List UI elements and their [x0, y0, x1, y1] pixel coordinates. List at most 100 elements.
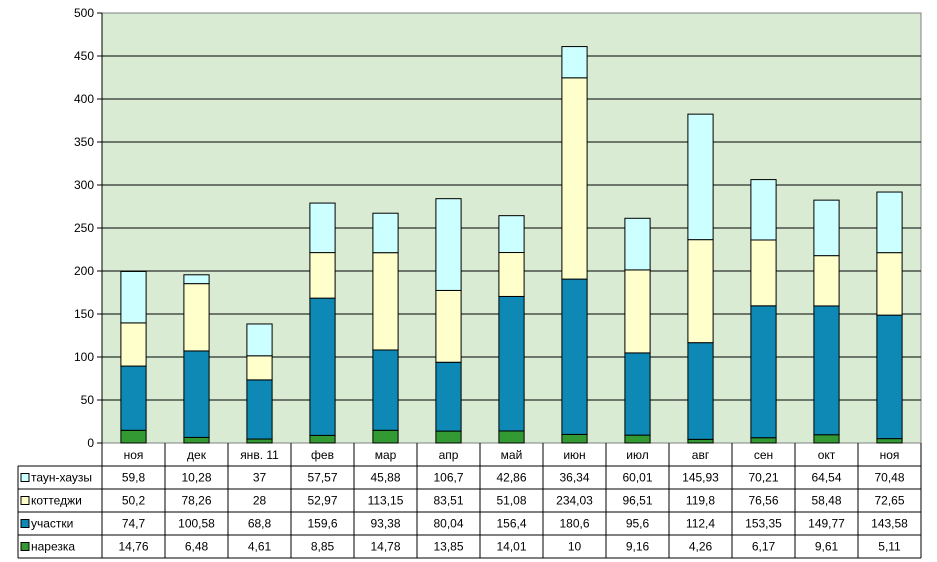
legend-label: нарезка: [31, 540, 75, 554]
legend-key: [20, 473, 30, 482]
x-tick-label: апр: [439, 448, 459, 462]
bar-segment: [750, 179, 777, 241]
bar-segment: [120, 365, 147, 431]
legend-label: таун-хаузы: [31, 471, 92, 485]
bar-segment: [246, 379, 273, 440]
x-tick-label: сен: [754, 448, 773, 462]
bar-segment: [624, 352, 651, 436]
bar-segment: [561, 433, 588, 444]
data-label: 5,11: [878, 540, 901, 554]
bar-segment: [813, 255, 840, 307]
data-label: 80,04: [433, 517, 463, 531]
legend-label: коттеджи: [31, 494, 82, 508]
bar-segment: [183, 283, 210, 352]
x-tick-label: окт: [818, 448, 836, 462]
data-label: 58,48: [811, 494, 841, 508]
data-label: 100,58: [178, 517, 215, 531]
data-label: 9,61: [815, 540, 839, 554]
bar-segment: [687, 438, 714, 444]
bar-segment: [813, 434, 840, 444]
bar-segment: [498, 430, 525, 444]
y-tick-label: 300: [74, 178, 94, 192]
data-label: 60,01: [622, 471, 652, 485]
data-label: 10: [568, 540, 582, 554]
gridlines: [102, 55, 921, 401]
bar-segment: [435, 198, 462, 291]
bar-segment: [750, 437, 777, 444]
bar-segment: [120, 270, 147, 324]
data-label: 70,48: [874, 471, 904, 485]
bar-segment: [498, 252, 525, 297]
data-label: 96,51: [622, 494, 652, 508]
bar-segment: [435, 289, 462, 363]
data-label: 180,6: [559, 517, 589, 531]
data-label: 83,51: [433, 494, 463, 508]
y-tick-label: 150: [74, 307, 94, 321]
bar-segment: [309, 202, 336, 254]
bar-segment: [687, 239, 714, 344]
x-tick-label: ноя: [880, 448, 900, 462]
bar-segment: [876, 438, 903, 444]
data-label: 68,8: [248, 517, 272, 531]
bar-segment: [624, 269, 651, 354]
bar-segment: [561, 46, 588, 79]
y-tick-label: 50: [81, 393, 95, 407]
legend-key: [20, 496, 30, 505]
x-tick-label: авг: [692, 448, 710, 462]
bar-segment: [372, 212, 399, 254]
data-label: 10,28: [181, 471, 211, 485]
data-label: 4,26: [689, 540, 713, 554]
bar-segment: [183, 436, 210, 444]
data-label: 93,38: [370, 517, 400, 531]
bar-segment: [687, 342, 714, 440]
data-label: 52,97: [307, 494, 337, 508]
data-label: 70,21: [748, 471, 778, 485]
bar-segment: [876, 252, 903, 316]
bar-segment: [309, 297, 336, 436]
data-label: 74,7: [122, 517, 146, 531]
data-label: 156,4: [496, 517, 526, 531]
bar-segment: [372, 429, 399, 444]
x-tick-label: мар: [375, 448, 397, 462]
data-label: 13,85: [433, 540, 463, 554]
data-label: 149,77: [808, 517, 845, 531]
bar-segment: [624, 434, 651, 444]
x-tick-label: фев: [311, 448, 334, 462]
legend-key: [20, 519, 30, 528]
legend-label: участки: [31, 517, 73, 531]
y-tick-label: 400: [74, 92, 94, 106]
bar-segment: [561, 278, 588, 435]
x-tick-label: дек: [187, 448, 207, 462]
data-label: 14,76: [118, 540, 148, 554]
bar-segment: [687, 113, 714, 241]
x-tick-label: июн: [563, 448, 585, 462]
bar-segment: [246, 323, 273, 357]
data-label: 51,08: [496, 494, 526, 508]
bar-segment: [309, 252, 336, 299]
bar-segment: [750, 239, 777, 307]
data-label: 72,65: [874, 494, 904, 508]
bar-segment: [876, 191, 903, 254]
data-label: 37: [253, 471, 267, 485]
data-label: 76,56: [748, 494, 778, 508]
data-label: 28: [253, 494, 267, 508]
data-label: 4,61: [248, 540, 272, 554]
data-label: 14,01: [496, 540, 526, 554]
bar-segment: [372, 349, 399, 431]
data-label: 64,54: [811, 471, 841, 485]
bar-segment: [435, 430, 462, 444]
x-tick-label: май: [501, 448, 523, 462]
data-label: 143,58: [871, 517, 908, 531]
bar-segment: [435, 361, 462, 432]
bar-segment: [183, 350, 210, 438]
data-label: 106,7: [433, 471, 463, 485]
y-tick-label: 0: [87, 436, 94, 450]
bar-segment: [813, 305, 840, 436]
data-label: 9,16: [626, 540, 650, 554]
bar-segment: [813, 199, 840, 257]
data-label: 159,6: [307, 517, 337, 531]
data-label: 112,4: [686, 517, 715, 531]
bar-segment: [120, 429, 147, 444]
x-tick-label: ноя: [124, 448, 144, 462]
